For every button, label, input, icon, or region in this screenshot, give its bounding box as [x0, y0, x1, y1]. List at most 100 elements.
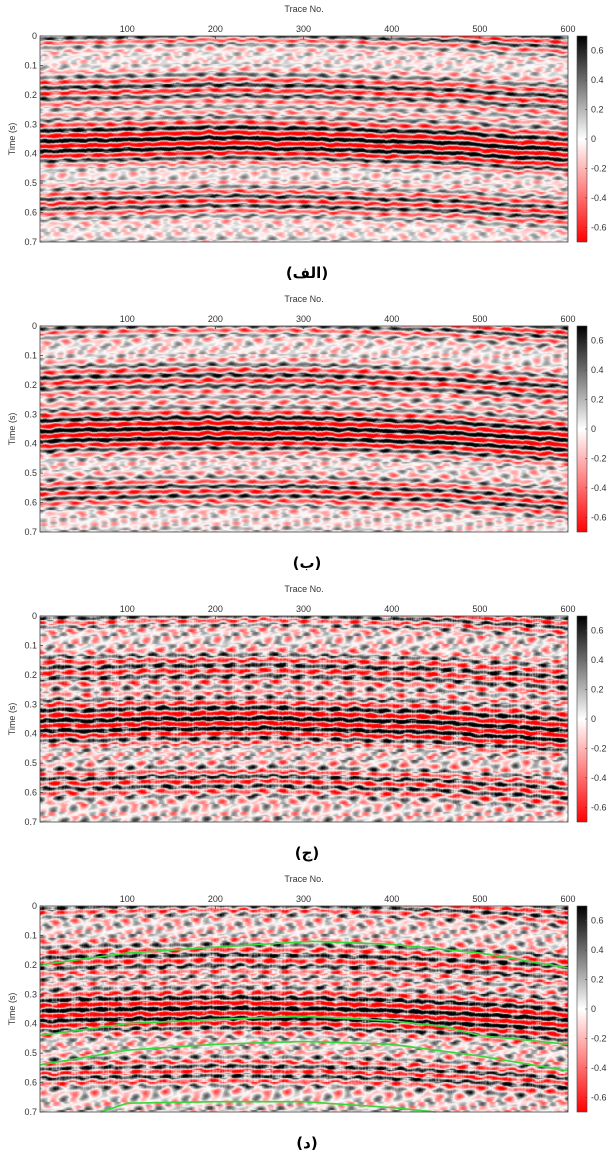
colorbar-tick-label: -0.2	[591, 453, 607, 463]
y-tick-label: 0.3	[24, 119, 37, 129]
colorbar-tick-label: 0	[591, 1004, 596, 1014]
x-tick-label: 100	[120, 24, 135, 34]
horizon-line-2	[39, 1015, 569, 1046]
colorbar-tick-label: -0.6	[591, 222, 607, 232]
x-tick-label: 600	[560, 894, 575, 904]
y-tick-label: 0.5	[24, 1048, 37, 1058]
y-axis-label: Time (s)	[7, 123, 17, 156]
colorbar-tick-label: 0	[591, 714, 596, 724]
x-tick-label: 100	[120, 894, 135, 904]
horizon-line-1	[39, 940, 569, 969]
x-tick-label: 300	[296, 24, 311, 34]
colorbar-tick-label: 0.4	[591, 655, 604, 665]
colorbar-tick-label: 0.6	[591, 46, 604, 56]
colorbar-tick-label: 0.2	[591, 395, 604, 405]
panel-caption: (الف)	[285, 264, 329, 282]
colorbar-tick-label: 0.2	[591, 105, 604, 115]
plot-frame	[39, 325, 569, 533]
y-tick-label: 0.2	[24, 380, 37, 390]
x-tick-label: 200	[208, 604, 223, 614]
y-tick-label: 0.1	[24, 60, 37, 70]
colorbar-tick-label: -0.2	[591, 163, 607, 173]
panel-caption: (د)	[296, 1134, 318, 1152]
y-tick-label: 0.4	[24, 439, 37, 449]
y-tick-label: 0.7	[24, 237, 37, 247]
seismic-section	[40, 616, 568, 822]
x-tick-label: 200	[208, 314, 223, 324]
y-tick-label: 0.3	[24, 699, 37, 709]
x-tick-label: 200	[208, 894, 223, 904]
seismic-section	[40, 906, 568, 1112]
colorbar-tick-label: -0.4	[591, 1063, 607, 1073]
y-axis-label: Time (s)	[7, 993, 17, 1026]
colorbar-tick-label: 0.4	[591, 945, 604, 955]
x-tick-label: 600	[560, 24, 575, 34]
x-tick-label: 600	[560, 314, 575, 324]
colorbar-tick-label: 0.4	[591, 75, 604, 85]
x-tick-label: 400	[384, 604, 399, 614]
y-tick-label: 0.1	[24, 640, 37, 650]
y-tick-label: 0.1	[24, 350, 37, 360]
colorbar-tick-label: 0.6	[591, 916, 604, 926]
seismic-panel-3: Trace No. Time (s) 100 200 300 400 500 600 0 0.1 0…	[0, 580, 614, 842]
y-tick-label: 0	[32, 321, 37, 331]
y-tick-label: 0.5	[24, 468, 37, 478]
x-tick-label: 600	[560, 604, 575, 614]
seismic-chart-3: Trace No. Time (s) 100 200 300 400 500 600 0 0.1 0…	[7, 584, 607, 827]
panel-caption: (ج)	[294, 844, 320, 862]
horizon-line-4	[100, 1100, 436, 1113]
x-tick-label: 400	[384, 894, 399, 904]
y-tick-label: 0.2	[24, 670, 37, 680]
colorbar-tick-label: -0.4	[591, 773, 607, 783]
colorbar-tick-label: -0.4	[591, 193, 607, 203]
y-tick-label: 0.7	[24, 1107, 37, 1117]
colorbar-tick-label: 0.2	[591, 685, 604, 695]
colorbar-tick-label: 0.2	[591, 975, 604, 985]
panel-caption: (ب)	[292, 554, 322, 572]
seismic-panel-4: Trace No. Time (s) 100 200 300 400 500 600 0 0.1 0…	[0, 870, 614, 1132]
plot-frame	[39, 35, 569, 243]
colorbar-tick-label: 0.4	[591, 365, 604, 375]
y-tick-label: 0.7	[24, 527, 37, 537]
y-tick-label: 0.6	[24, 498, 37, 508]
x-axis-label: Trace No.	[284, 584, 323, 594]
y-tick-label: 0.2	[24, 960, 37, 970]
colorbar-tick-label: -0.2	[591, 1033, 607, 1043]
colorbar-tick-label: -0.6	[591, 802, 607, 812]
y-tick-label: 0.6	[24, 788, 37, 798]
x-tick-label: 200	[208, 24, 223, 34]
y-tick-label: 0.6	[24, 1078, 37, 1088]
horizon-line-3	[39, 1040, 569, 1072]
x-tick-label: 100	[120, 604, 135, 614]
y-axis-label: Time (s)	[7, 703, 17, 736]
seismic-panel-1: Trace No. Time (s) 100 200 300 400 500 600 0 0.1 0…	[0, 0, 614, 262]
x-tick-label: 500	[472, 604, 487, 614]
colorbar-tick-label: -0.2	[591, 743, 607, 753]
y-tick-label: 0.4	[24, 729, 37, 739]
colorbar-tick-label: 0	[591, 134, 596, 144]
plot-frame	[39, 905, 569, 1113]
x-axis-label: Trace No.	[284, 874, 323, 884]
seismic-chart-2: Trace No. Time (s) 100 200 300 400 500 600 0 0.1 0…	[7, 294, 607, 537]
x-tick-label: 300	[296, 604, 311, 614]
x-tick-label: 400	[384, 314, 399, 324]
seismic-section	[40, 36, 568, 242]
colorbar-tick-label: -0.6	[591, 1092, 607, 1102]
colorbar-tick-label: 0.6	[591, 336, 604, 346]
y-tick-label: 0.4	[24, 149, 37, 159]
y-tick-label: 0	[32, 31, 37, 41]
x-tick-label: 100	[120, 314, 135, 324]
y-axis-label: Time (s)	[7, 413, 17, 446]
colorbar-tick-label: -0.6	[591, 512, 607, 522]
y-tick-label: 0.3	[24, 409, 37, 419]
x-tick-label: 500	[472, 894, 487, 904]
x-tick-label: 300	[296, 314, 311, 324]
plot-frame	[39, 615, 569, 823]
x-tick-label: 400	[384, 24, 399, 34]
x-tick-label: 500	[472, 24, 487, 34]
x-axis-label: Trace No.	[284, 294, 323, 304]
seismic-section	[40, 326, 568, 532]
y-tick-label: 0	[32, 901, 37, 911]
y-tick-label: 0.4	[24, 1019, 37, 1029]
x-axis-label: Trace No.	[284, 4, 323, 14]
